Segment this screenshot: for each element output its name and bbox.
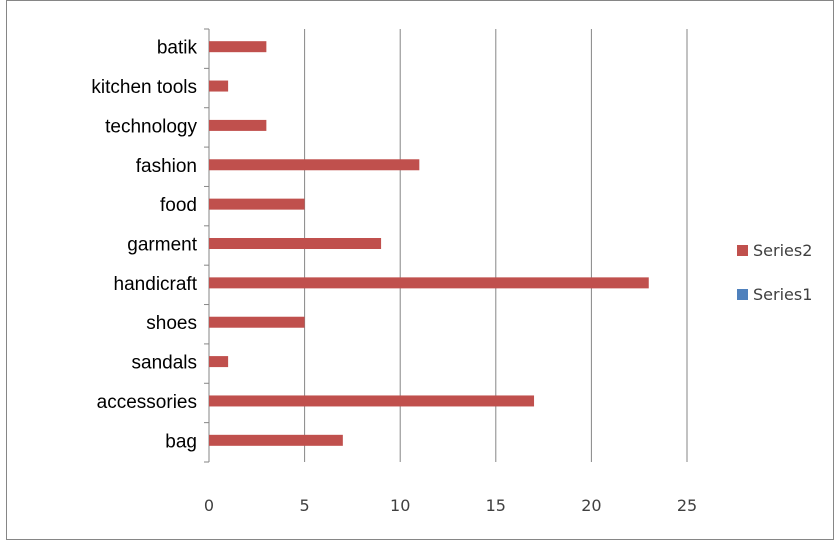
- legend-swatch: [737, 245, 748, 256]
- bar-kitchen-tools: [209, 80, 229, 92]
- category-label: accessories: [97, 392, 197, 413]
- x-tick-label: 5: [300, 496, 310, 515]
- bar-shoes: [209, 316, 305, 328]
- legend-label: Series1: [753, 285, 812, 304]
- x-tick-label: 15: [486, 496, 506, 515]
- bar-handicraft: [209, 277, 649, 289]
- x-tick-label: 20: [581, 496, 601, 515]
- x-tick-label: 10: [390, 496, 410, 515]
- bar-technology: [209, 119, 267, 131]
- bar-sandals: [209, 356, 229, 368]
- category-label: technology: [105, 116, 197, 137]
- gridlines: [304, 29, 688, 462]
- legend-swatch: [737, 289, 748, 300]
- category-label: kitchen tools: [91, 77, 197, 98]
- category-labels: bag accessories sandals shoes handicraft garm…: [91, 38, 197, 453]
- category-label: sandals: [132, 353, 198, 374]
- bar-bag: [209, 434, 343, 446]
- x-tick-label: 25: [677, 496, 697, 515]
- bar-batik: [209, 41, 267, 53]
- axes: [204, 28, 210, 463]
- category-label: garment: [127, 235, 197, 256]
- chart-frame: [6, 0, 834, 540]
- bars: [209, 41, 649, 446]
- bar-accessories: [209, 395, 535, 407]
- category-label: food: [160, 195, 197, 216]
- bar-food: [209, 198, 305, 210]
- legend: Series2 Series1: [737, 241, 812, 304]
- category-label: fashion: [136, 156, 197, 177]
- legend-label: Series2: [753, 241, 812, 260]
- x-tick-labels: 0 5 10 15 20 25: [204, 496, 697, 515]
- category-label: batik: [157, 38, 198, 59]
- category-label: shoes: [146, 313, 197, 334]
- x-tick-label: 0: [204, 496, 214, 515]
- category-label: bag: [165, 431, 197, 452]
- category-label: handicraft: [114, 274, 198, 295]
- bar-fashion: [209, 159, 420, 171]
- bar-garment: [209, 238, 382, 249]
